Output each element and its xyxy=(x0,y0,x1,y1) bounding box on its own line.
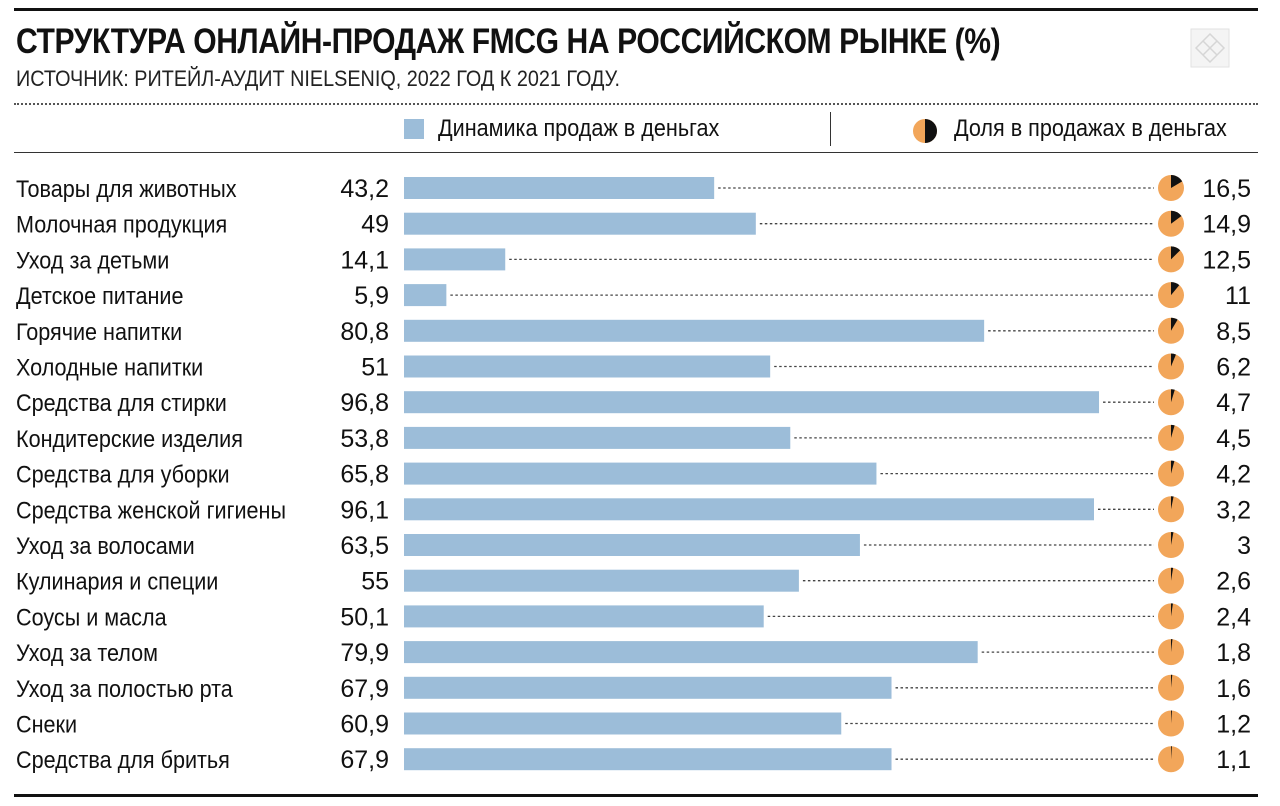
share-value-label: 1,6 xyxy=(1216,675,1251,703)
bottom-rule xyxy=(14,794,1258,797)
category-label: Уход за волосами xyxy=(16,532,195,559)
bar-value-label: 5,9 xyxy=(354,282,389,310)
bar xyxy=(404,248,506,271)
bar-value-label: 80,8 xyxy=(340,318,389,346)
category-label: Снеки xyxy=(16,710,77,737)
chart-subtitle: ИСТОЧНИК: РИТЕЙЛ-АУДИТ NIELSENIQ, 2022 Г… xyxy=(16,66,621,91)
share-pie-wedge xyxy=(1171,210,1182,224)
legend-pie-icon xyxy=(913,119,937,143)
share-pie-wedge xyxy=(1171,639,1173,653)
bar xyxy=(404,426,791,449)
bar xyxy=(404,534,860,556)
bar-value-label: 96,8 xyxy=(340,389,389,417)
bar-value-label: 67,9 xyxy=(340,675,389,703)
bar xyxy=(404,712,842,735)
bar xyxy=(404,355,771,378)
share-pie-wedge xyxy=(1171,567,1174,581)
category-label: Холодные напитки xyxy=(16,353,203,380)
share-value-label: 16,5 xyxy=(1202,175,1251,203)
bar xyxy=(404,319,985,342)
share-pie-wedge xyxy=(1171,603,1173,617)
legend-pie-label: Доля в продажах в деньгах xyxy=(954,115,1227,142)
bar-value-label: 65,8 xyxy=(340,461,389,489)
share-pie-wedge xyxy=(1171,282,1180,296)
legend-rule xyxy=(14,152,1258,153)
share-value-label: 2,6 xyxy=(1216,568,1251,596)
bar-value-label: 79,9 xyxy=(340,639,389,667)
share-value-label: 11 xyxy=(1225,282,1251,310)
category-label: Уход за детьми xyxy=(16,246,169,273)
bar-value-label: 53,8 xyxy=(340,425,389,453)
bar-value-label: 55 xyxy=(361,568,389,596)
bar xyxy=(404,498,1094,521)
bar xyxy=(404,462,877,485)
share-pie-wedge xyxy=(1171,389,1175,403)
bar-value-label: 67,9 xyxy=(340,746,389,774)
share-value-label: 14,9 xyxy=(1202,211,1251,239)
legend-divider xyxy=(830,112,831,146)
bar xyxy=(404,284,447,307)
bar-value-label: 60,9 xyxy=(340,711,389,739)
category-label: Уход за полостью рта xyxy=(16,675,233,702)
share-value-label: 6,2 xyxy=(1216,354,1251,382)
category-label: Товары для животных xyxy=(16,175,237,202)
share-pie-wedge xyxy=(1171,175,1183,188)
bar xyxy=(404,569,799,592)
legend-bar-label: Динамика продаж в деньгах xyxy=(438,115,720,142)
share-value-label: 4,2 xyxy=(1216,461,1251,489)
category-label: Детское питание xyxy=(16,282,184,309)
share-value-label: 1,8 xyxy=(1216,639,1251,667)
header-dotted-rule xyxy=(14,103,1258,105)
bar xyxy=(404,641,978,664)
bar-value-label: 51 xyxy=(361,354,389,382)
publisher-logo-icon xyxy=(1190,28,1230,68)
category-label: Соусы и масла xyxy=(16,603,167,630)
share-pie-wedge xyxy=(1171,532,1174,545)
bar xyxy=(404,177,715,199)
category-label: Молочная продукция xyxy=(16,211,227,238)
share-pie-wedge xyxy=(1171,317,1178,331)
share-value-label: 12,5 xyxy=(1202,246,1251,274)
share-pie-wedge xyxy=(1171,424,1175,438)
category-label: Горячие напитки xyxy=(16,318,182,345)
share-pie-wedge xyxy=(1171,460,1175,474)
top-rule xyxy=(14,8,1258,11)
bar xyxy=(404,605,764,628)
bar xyxy=(404,748,892,771)
share-value-label: 1,1 xyxy=(1216,746,1251,774)
bar xyxy=(404,212,756,235)
category-label: Средства для уборки xyxy=(16,461,230,488)
share-pie-wedge xyxy=(1171,496,1174,510)
share-pie-wedge xyxy=(1171,353,1176,367)
category-label: Средства женской гигиены xyxy=(16,496,286,523)
category-label: Уход за телом xyxy=(16,639,158,666)
category-label: Кулинария и специи xyxy=(16,568,218,595)
share-value-label: 8,5 xyxy=(1216,318,1251,346)
chart-title: СТРУКТУРА ОНЛАЙН-ПРОДАЖ FMCG НА РОССИЙСК… xyxy=(16,22,1001,61)
category-label: Средства для бритья xyxy=(16,746,230,773)
share-value-label: 2,4 xyxy=(1216,603,1251,631)
share-pie-wedge xyxy=(1171,746,1172,760)
share-pie-wedge xyxy=(1171,710,1172,724)
bar-value-label: 43,2 xyxy=(340,175,389,203)
bar-value-label: 49 xyxy=(361,211,389,239)
bar xyxy=(404,391,1100,414)
share-pie-wedge xyxy=(1171,674,1173,688)
bar xyxy=(404,676,892,699)
bar-value-label: 14,1 xyxy=(340,246,389,274)
category-label: Средства для стирки xyxy=(16,389,227,416)
share-value-label: 1,2 xyxy=(1216,711,1251,739)
share-value-label: 4,5 xyxy=(1216,425,1251,453)
bar-value-label: 63,5 xyxy=(340,532,389,560)
share-value-label: 4,7 xyxy=(1216,389,1251,417)
share-pie-wedge xyxy=(1171,246,1181,260)
share-value-label: 3 xyxy=(1237,532,1251,560)
bar-value-label: 50,1 xyxy=(340,603,389,631)
share-value-label: 3,2 xyxy=(1216,496,1251,524)
category-label: Кондитерские изделия xyxy=(16,425,243,452)
legend-bar-swatch xyxy=(404,119,424,139)
bar-value-label: 96,1 xyxy=(340,496,389,524)
